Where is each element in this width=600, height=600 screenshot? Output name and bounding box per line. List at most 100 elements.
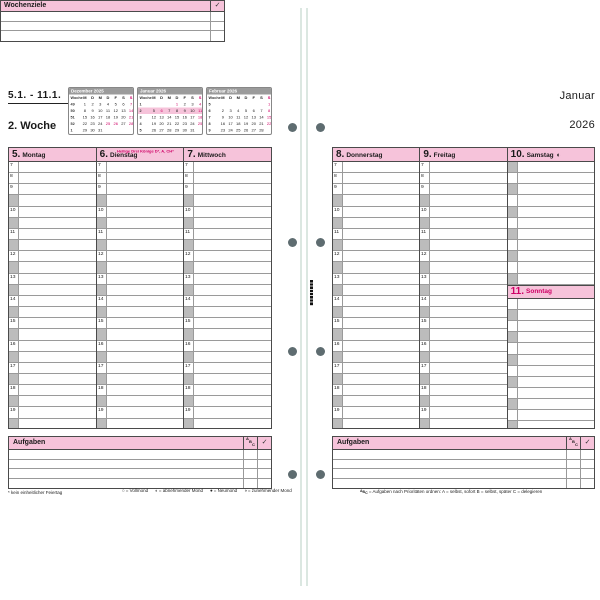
time-row: 17	[420, 363, 507, 374]
mini-calendar-dow: S	[260, 95, 263, 101]
time-row	[9, 418, 96, 428]
time-gutter	[420, 396, 431, 407]
priority-letter: C	[365, 491, 368, 496]
task-row	[9, 459, 271, 470]
schedule-write-area	[19, 173, 96, 183]
schedule-write-area	[518, 229, 594, 239]
time-gutter: 10	[184, 206, 195, 217]
schedule-write-area	[518, 173, 594, 183]
schedule-write-area	[343, 329, 419, 339]
time-gutter	[96, 240, 107, 251]
time-row	[333, 418, 419, 428]
time-gutter: 14	[97, 296, 107, 307]
time-gutter	[420, 373, 431, 385]
time-gutter	[420, 307, 431, 318]
day-name: Freitag	[433, 152, 456, 159]
schedule-write-area	[343, 229, 419, 239]
priority-footnote-text: = Aufgaben nach Prioritäten ordnen: A = …	[368, 489, 543, 494]
time-gutter: 11	[97, 229, 107, 240]
time-gutter	[507, 184, 518, 195]
date-range: 5.1. - 11.1.	[8, 90, 72, 104]
time-row	[420, 217, 507, 229]
mini-calendar-day: 5	[244, 108, 248, 114]
time-gutter: 9	[184, 184, 195, 195]
mini-calendar-day: 19	[151, 121, 157, 127]
mini-calendar-week-number: 3	[139, 115, 142, 120]
time-row	[184, 418, 271, 428]
schedule-write-area	[343, 274, 419, 284]
schedule-write-area	[194, 173, 271, 183]
mini-calendar-day: 13	[121, 108, 126, 114]
mini-calendar-day: 9	[91, 108, 94, 114]
time-gutter: 9	[9, 184, 19, 195]
day-number: 8.	[336, 149, 345, 160]
time-row	[420, 373, 507, 386]
time-row: 9	[333, 184, 420, 196]
time-gutter: 18	[9, 385, 19, 396]
time-row: 7	[9, 162, 96, 174]
time-row: 17	[184, 363, 272, 374]
time-gutter	[9, 307, 19, 318]
time-gutter	[9, 351, 19, 362]
week-goals-box: Wochenziele ✓	[0, 0, 225, 43]
priority-letter: B	[249, 439, 252, 444]
time-gutter: 8	[184, 173, 195, 184]
schedule-write-area	[19, 352, 96, 362]
hour-label: 11	[334, 228, 340, 234]
schedule-write-area	[107, 184, 184, 194]
mini-calendar-week-number: 49	[70, 102, 75, 107]
schedule-write-area	[430, 352, 506, 362]
time-gutter: 12	[420, 251, 431, 262]
moon-legend-item: ◑= zunehmender Mond	[244, 488, 292, 493]
day-column-donnerstag: 8. Donnerstag 7 8 9 10 11 12 13 14 15 16 17 18 19	[333, 148, 421, 428]
mini-calendar-day: 10	[228, 115, 233, 120]
time-row	[507, 332, 594, 344]
time-gutter: 12	[9, 251, 19, 262]
mini-calendar-day: 22	[82, 121, 88, 127]
mini-calendar-day: 7	[130, 102, 133, 107]
mini-calendar-day: 14	[259, 115, 264, 120]
priority-letter: A	[360, 489, 363, 494]
time-gutter: 15	[97, 318, 107, 329]
mini-calendar-week-row: 1 29 30 31	[69, 127, 133, 134]
task-priority-cell	[243, 459, 257, 469]
time-row	[9, 262, 96, 274]
time-row: 8	[9, 173, 96, 185]
time-row	[96, 217, 184, 229]
schedule-write-area	[430, 274, 506, 284]
mini-calendar-day: 3	[99, 102, 102, 107]
time-row: 18	[9, 385, 96, 397]
week-grid-right-page: 8. Donnerstag 7 8 9 10 11 12 13 14 15 16 17 18 19 9. Fre…	[332, 147, 595, 429]
hour-label: 19	[421, 406, 427, 413]
schedule-write-area	[194, 352, 271, 362]
punch-hole	[287, 238, 297, 247]
mini-calendar-day: 15	[266, 115, 272, 120]
mini-calendar-week-number: 1	[139, 102, 142, 107]
task-check-cell	[257, 450, 271, 459]
schedule-write-area	[107, 352, 184, 362]
moon-legend-item: ○= Vollmond	[122, 488, 148, 493]
mini-calendar-day: 12	[113, 108, 118, 114]
moon-icon: ◑	[244, 488, 247, 493]
schedule-write-area	[19, 218, 96, 228]
task-check-cell	[580, 450, 594, 459]
time-row	[9, 373, 96, 386]
time-row	[507, 365, 594, 377]
mini-calendar-week-row: 52 22 23 24 25 26 27 28	[69, 121, 134, 128]
mini-calendar-day: 16	[90, 115, 95, 120]
time-row: 7	[333, 162, 420, 174]
time-row: 18	[184, 385, 272, 397]
schedule-write-area	[518, 388, 594, 398]
hour-label: 16	[10, 339, 16, 346]
time-row	[420, 329, 507, 341]
time-gutter	[96, 284, 107, 295]
time-row: 15	[420, 318, 507, 330]
schedule-write-area	[194, 195, 271, 205]
schedule-write-area	[430, 318, 506, 328]
time-gutter	[507, 206, 518, 217]
schedule-write-area	[19, 307, 96, 317]
mini-calendar-dow: D	[175, 95, 179, 101]
hour-label: 13	[97, 273, 104, 279]
schedule-write-area	[107, 218, 184, 228]
time-gutter: 13	[333, 273, 343, 284]
